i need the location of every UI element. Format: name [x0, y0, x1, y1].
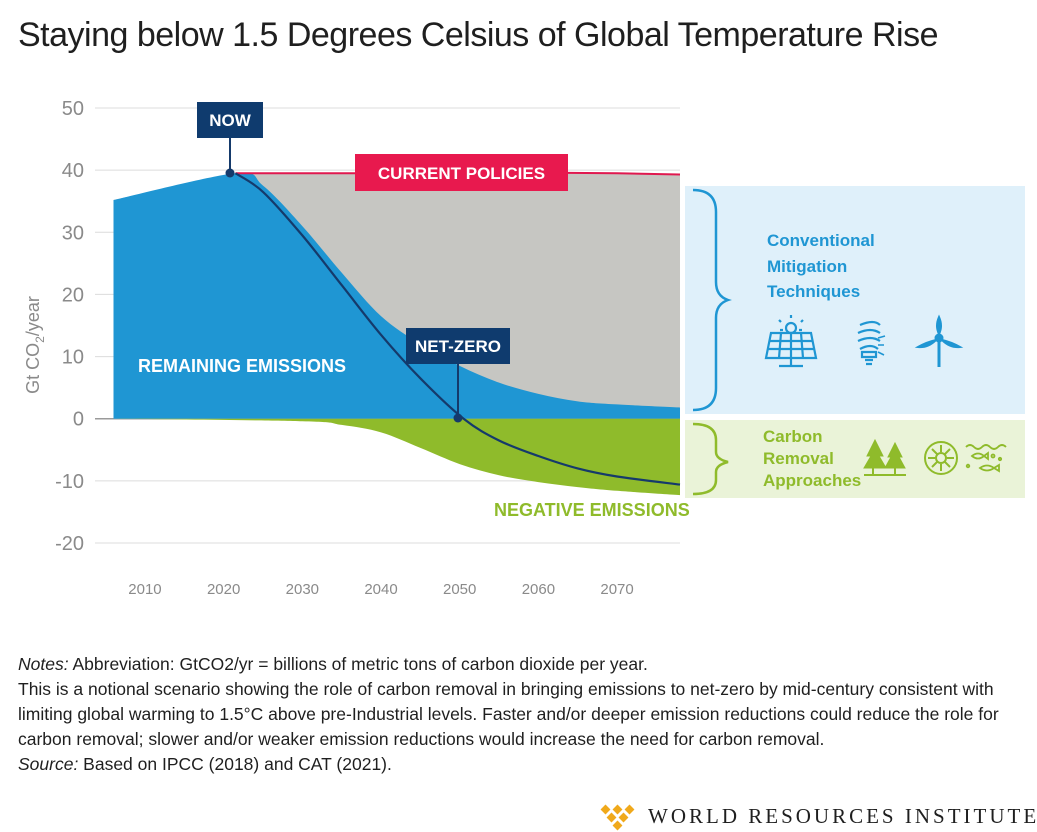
wri-logo-text: WORLD RESOURCES INSTITUTE: [648, 803, 1037, 828]
now-label: NOW: [209, 111, 252, 130]
x-tick-label: 2010: [128, 581, 161, 598]
x-tick-label: 2030: [286, 581, 319, 598]
source-text: Based on IPCC (2018) and CAT (2021).: [78, 754, 392, 774]
solar-panel-icon: [764, 315, 818, 368]
removal-bracket: [692, 422, 729, 496]
y-tick-label: 10: [62, 347, 84, 369]
current-policies-callout: CURRENT POLICIES: [355, 154, 568, 191]
current-policies-label: CURRENT POLICIES: [378, 164, 545, 183]
net-emissions-pathway-line: [234, 172, 681, 486]
remaining-emissions-label: REMAINING EMISSIONS: [138, 356, 346, 376]
conventional-bracket: [692, 188, 732, 412]
conventional-label: Conventional Mitigation Techniques: [767, 231, 879, 301]
soil-disc-icon: [924, 441, 958, 475]
notes-body: This is a notional scenario showing the …: [18, 679, 999, 749]
y-tick-label: 30: [62, 222, 84, 244]
carbon-removal-panel: [685, 420, 1025, 498]
negative-emissions-area: [113, 418, 680, 496]
notes-abbreviation: Notes: Abbreviation: GtCO2/yr = billions…: [18, 652, 1023, 677]
area-layers: [113, 172, 680, 496]
ocean-fish-icon: [965, 444, 1007, 473]
y-tick-label: -10: [55, 471, 84, 493]
net-zero-point: [453, 413, 463, 423]
y-tick-label: 0: [73, 409, 84, 431]
removal-label-line-1: Carbon: [763, 427, 823, 446]
x-tick-label: 2040: [364, 581, 397, 598]
now-callout: NOW: [197, 102, 263, 173]
y-axis-label-pre: Gt CO: [23, 343, 43, 394]
conventional-label-line-1: Conventional: [767, 231, 875, 250]
net-zero-box: [406, 328, 510, 364]
y-axis-label-post: /year: [23, 296, 43, 336]
notes: Notes: Abbreviation: GtCO2/yr = billions…: [18, 652, 1023, 777]
remaining-emissions-area: [113, 172, 680, 419]
y-tick-label: 50: [62, 98, 84, 120]
light-bulb-icon: [857, 320, 886, 366]
x-tick-label: 2060: [522, 581, 555, 598]
wri-logo-icon: [600, 804, 635, 831]
removal-label-line-3: Approaches: [763, 471, 861, 490]
y-axis-label-sub: 2: [33, 336, 47, 343]
y-tick-label: -20: [55, 533, 84, 555]
notes-label: Notes:: [18, 654, 69, 674]
source-label: Source:: [18, 754, 79, 774]
conventional-label-line-3: Techniques: [767, 282, 860, 301]
wri-logo: WORLD RESOURCES INSTITUTE: [598, 800, 1037, 832]
net-zero-callout: NET-ZERO: [406, 328, 510, 418]
negative-emissions-label: NEGATIVE EMISSIONS: [494, 500, 690, 520]
x-tick-label: 2020: [207, 581, 240, 598]
x-tick-label: 2050: [443, 581, 476, 598]
notes-abbreviation-text: Abbreviation: GtCO2/yr = billions of met…: [68, 654, 648, 674]
y-axis-label: Gt CO2/year: [23, 296, 47, 394]
removal-label: Carbon Removal Approaches: [763, 427, 861, 490]
now-box: [197, 102, 263, 138]
net-zero-label: NET-ZERO: [415, 337, 501, 356]
current-policies-box: [355, 154, 568, 191]
x-tick-label: 2070: [600, 581, 633, 598]
y-tick-label: 20: [62, 284, 84, 306]
trees-icon: [863, 438, 906, 476]
notes-source: Source: Based on IPCC (2018) and CAT (20…: [18, 752, 1023, 777]
conventional-mitigation-panel: [685, 186, 1025, 414]
chart-title: Staying below 1.5 Degrees Celsius of Glo…: [18, 16, 938, 54]
conventional-label-line-2: Mitigation: [767, 257, 847, 276]
y-tick-label: 40: [62, 160, 84, 182]
removal-label-line-2: Removal: [763, 449, 834, 468]
wind-turbine-icon: [914, 314, 964, 367]
now-point: [225, 168, 235, 178]
